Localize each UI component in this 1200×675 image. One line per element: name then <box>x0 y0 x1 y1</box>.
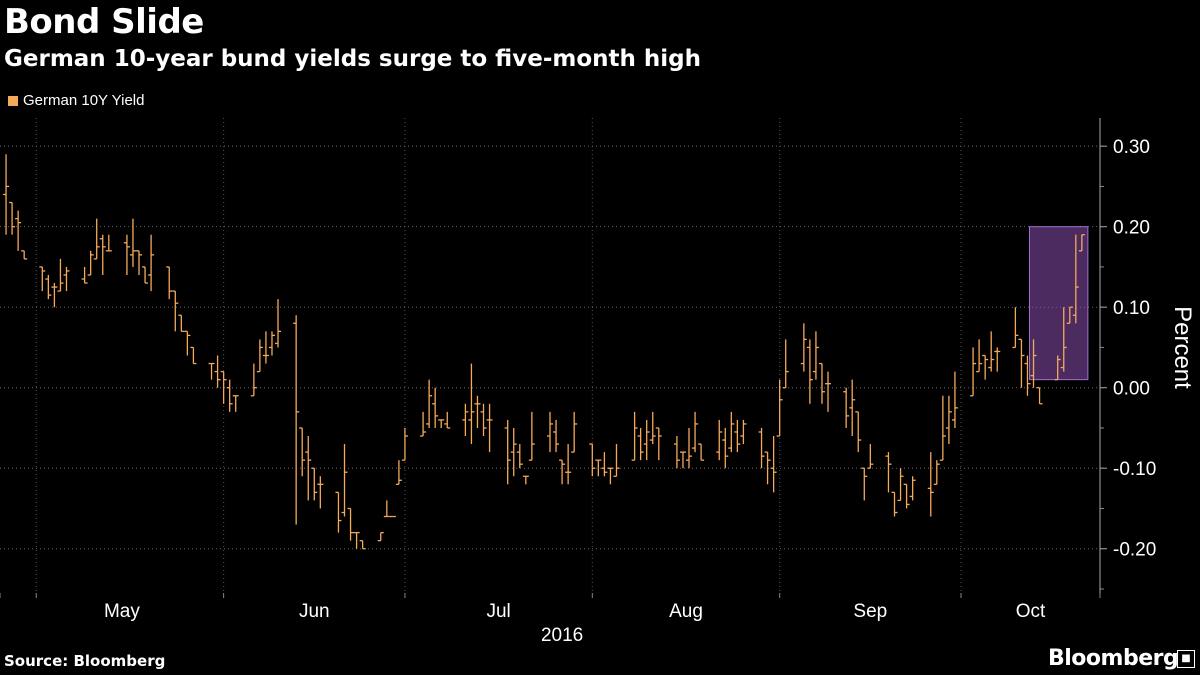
chart-subtitle: German 10-year bund yields surge to five… <box>4 46 701 72</box>
x-month-label: Jun <box>299 601 330 622</box>
y-tick-label: -0.10 <box>1113 459 1156 480</box>
x-year-label: 2016 <box>541 625 583 646</box>
y-tick-label: 0.00 <box>1113 379 1150 400</box>
x-month-label: Jul <box>486 601 510 622</box>
x-month-label: Aug <box>669 601 703 622</box>
source-note: Source: Bloomberg <box>4 652 166 670</box>
y-tick-label: 0.10 <box>1113 298 1150 319</box>
x-month-label: Oct <box>1016 601 1046 622</box>
legend-swatch <box>8 95 18 106</box>
y-tick-label: 0.30 <box>1113 137 1150 158</box>
chart-title: Bond Slide <box>4 2 204 42</box>
legend: German 10Y Yield <box>8 92 144 109</box>
bloomberg-logo: Bloomberg <box>1048 646 1179 671</box>
y-axis-title: Percent <box>1169 306 1196 389</box>
x-month-label: May <box>104 601 140 622</box>
legend-label: German 10Y Yield <box>23 92 145 109</box>
y-tick-label: -0.20 <box>1113 540 1156 561</box>
bloomberg-logo-icon: ■ <box>1177 650 1195 668</box>
y-tick-label: 0.20 <box>1113 218 1150 239</box>
x-month-label: Sep <box>853 601 887 622</box>
highlight-box <box>1029 226 1089 381</box>
